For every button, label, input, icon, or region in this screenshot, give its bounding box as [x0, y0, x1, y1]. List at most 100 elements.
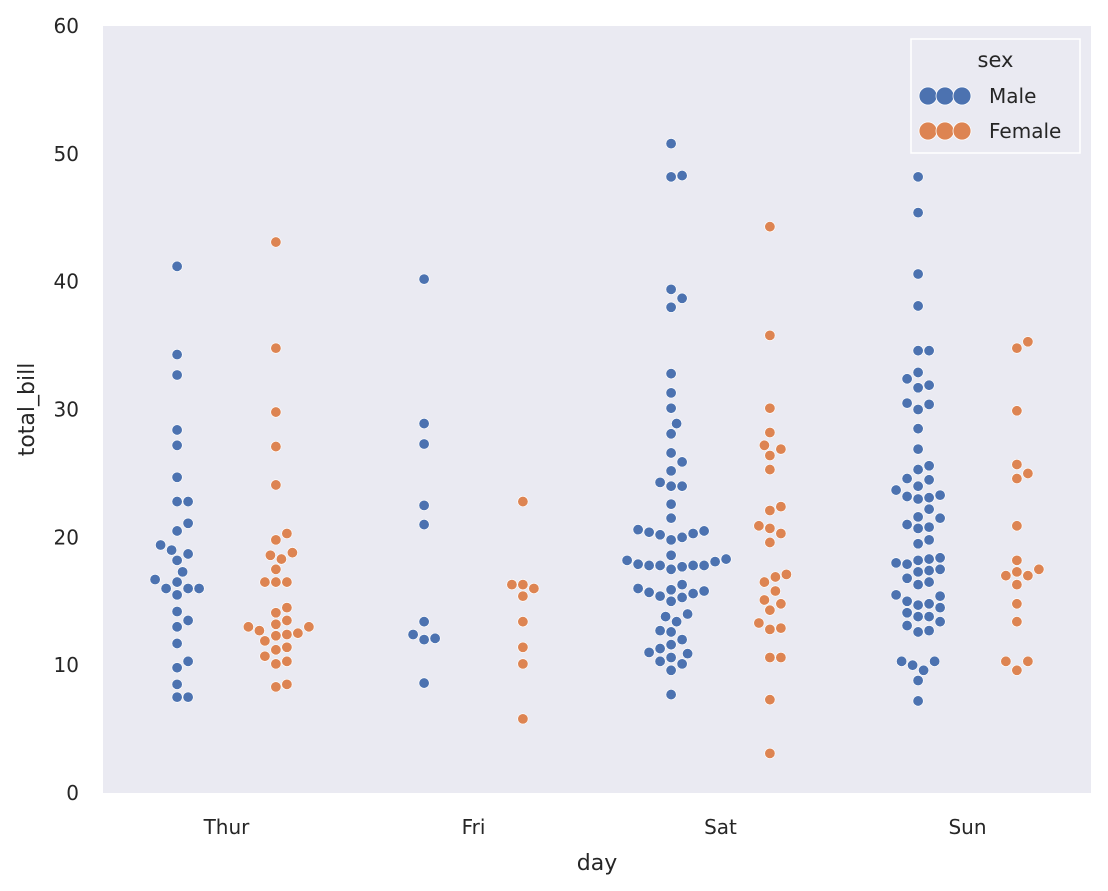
data-point-male: [698, 559, 710, 571]
data-point-male: [912, 345, 924, 357]
data-point-male: [923, 598, 935, 610]
data-point-female: [764, 402, 776, 414]
data-point-female: [303, 621, 315, 633]
data-point-female: [1011, 598, 1023, 610]
data-point-male: [912, 566, 924, 578]
data-point-male: [418, 418, 430, 430]
data-point-male: [890, 557, 902, 569]
data-point-male: [912, 464, 924, 476]
data-point-male: [901, 558, 913, 570]
data-point-male: [682, 648, 694, 660]
data-point-male: [418, 519, 430, 531]
data-point-female: [253, 625, 265, 637]
data-point-female: [270, 236, 282, 248]
data-point-female: [281, 576, 293, 588]
data-point-male: [182, 517, 194, 529]
data-point-female: [758, 576, 770, 588]
data-point-female: [764, 427, 776, 439]
data-point-female: [764, 329, 776, 341]
data-point-male: [934, 512, 946, 524]
data-point-male: [665, 549, 677, 561]
data-point-male: [171, 260, 183, 272]
data-point-male: [665, 283, 677, 295]
y-axis: 0 10 20 30 40 50 60: [54, 14, 79, 805]
data-point-female: [292, 627, 304, 639]
data-point-male: [676, 292, 688, 304]
data-point-female: [1033, 563, 1045, 575]
data-point-female: [281, 628, 293, 640]
data-point-male: [182, 691, 194, 703]
data-point-male: [901, 620, 913, 632]
data-point-female: [1011, 554, 1023, 566]
data-point-male: [665, 664, 677, 676]
legend-label-female: Female: [989, 119, 1061, 143]
x-tick-label: Sun: [948, 815, 986, 839]
legend-label-male: Male: [989, 84, 1036, 108]
y-tick-label: 30: [54, 398, 79, 422]
data-point-female: [1011, 579, 1023, 591]
data-point-male: [665, 498, 677, 510]
data-point-male: [912, 403, 924, 415]
data-point-male: [171, 637, 183, 649]
data-point-female: [764, 604, 776, 616]
data-point-female: [506, 579, 518, 591]
data-point-male: [890, 484, 902, 496]
data-point-male: [155, 539, 167, 551]
data-point-male: [171, 471, 183, 483]
data-point-female: [764, 694, 776, 706]
data-point-male: [665, 595, 677, 607]
x-axis-title: day: [577, 851, 617, 876]
legend-marker-female: [918, 121, 938, 141]
data-point-male: [923, 611, 935, 623]
data-point-male: [720, 553, 732, 565]
data-point-male: [654, 559, 666, 571]
data-point-male: [643, 646, 655, 658]
legend-marker-female: [935, 121, 955, 141]
data-point-male: [632, 558, 644, 570]
data-point-male: [912, 423, 924, 435]
x-tick-label: Thur: [203, 815, 251, 839]
data-point-male: [171, 525, 183, 537]
data-point-female: [242, 621, 254, 633]
data-point-female: [1011, 473, 1023, 485]
data-point-male: [923, 460, 935, 472]
legend-marker-female: [952, 121, 972, 141]
data-point-male: [934, 552, 946, 564]
data-point-male: [682, 608, 694, 620]
legend-title: sex: [978, 48, 1014, 72]
data-point-male: [182, 496, 194, 508]
data-point-male: [665, 563, 677, 575]
data-point-female: [1022, 336, 1034, 348]
data-point-male: [665, 447, 677, 459]
data-point-male: [676, 658, 688, 670]
data-point-male: [160, 582, 172, 594]
data-point-male: [676, 480, 688, 492]
data-point-female: [764, 504, 776, 516]
data-point-male: [912, 171, 924, 183]
data-point-male: [193, 582, 205, 594]
data-point-female: [270, 576, 282, 588]
data-point-female: [275, 553, 287, 565]
data-point-male: [912, 300, 924, 312]
data-point-male: [171, 662, 183, 674]
data-point-male: [923, 345, 935, 357]
data-point-female: [281, 655, 293, 667]
data-point-male: [660, 611, 672, 623]
data-point-female: [270, 479, 282, 491]
y-tick-label: 40: [54, 270, 79, 294]
y-tick-label: 10: [54, 653, 79, 677]
data-point-male: [665, 534, 677, 546]
data-point-male: [171, 605, 183, 617]
data-point-female: [769, 571, 781, 583]
data-point-female: [1022, 655, 1034, 667]
data-point-female: [281, 527, 293, 539]
data-point-female: [270, 534, 282, 546]
data-point-female: [1022, 467, 1034, 479]
data-point-male: [901, 607, 913, 619]
data-point-male: [418, 677, 430, 689]
data-point-female: [764, 623, 776, 635]
data-point-male: [182, 582, 194, 594]
data-point-male: [643, 526, 655, 538]
data-point-female: [517, 616, 529, 628]
data-point-female: [1011, 566, 1023, 578]
